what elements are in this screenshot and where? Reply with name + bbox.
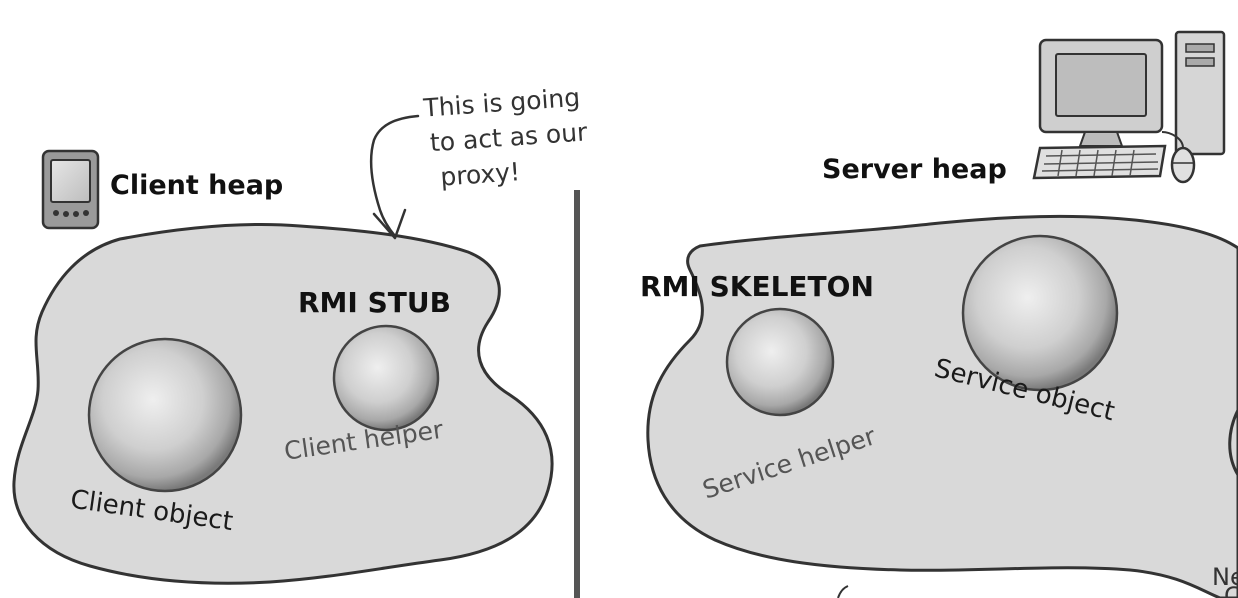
cutoff-note-bottom: C xyxy=(1224,582,1238,598)
annotation-line-2: to act as our xyxy=(429,117,589,157)
client-side: Client heap This is going to act as our … xyxy=(12,83,589,585)
server-side: Server heap RMI SKELETON Service helper … xyxy=(640,30,1238,598)
service-object-sphere xyxy=(961,234,1119,392)
client-object-sphere xyxy=(87,337,243,493)
server-heap-label: Server heap xyxy=(822,154,1007,185)
service-helper-sphere xyxy=(725,307,835,417)
client-helper-sphere xyxy=(332,324,440,432)
client-heap-label: Client heap xyxy=(110,170,283,201)
rmi-stub-label: RMI STUB xyxy=(298,286,451,319)
cutoff-arrow-fragment xyxy=(837,585,849,598)
annotation-line-1: This is going xyxy=(422,83,581,123)
rmi-skeleton-label: RMI SKELETON xyxy=(640,270,874,303)
proxy-annotation-arrow xyxy=(369,114,420,238)
pda-icon xyxy=(41,149,100,230)
client-server-divider xyxy=(574,190,580,598)
proxy-annotation: This is going to act as our proxy! xyxy=(422,83,589,192)
client-heap xyxy=(12,223,554,585)
annotation-line-3: proxy! xyxy=(439,157,521,191)
desktop-computer-icon xyxy=(1032,30,1226,184)
cutoff-note-top: Ne xyxy=(1212,563,1238,591)
